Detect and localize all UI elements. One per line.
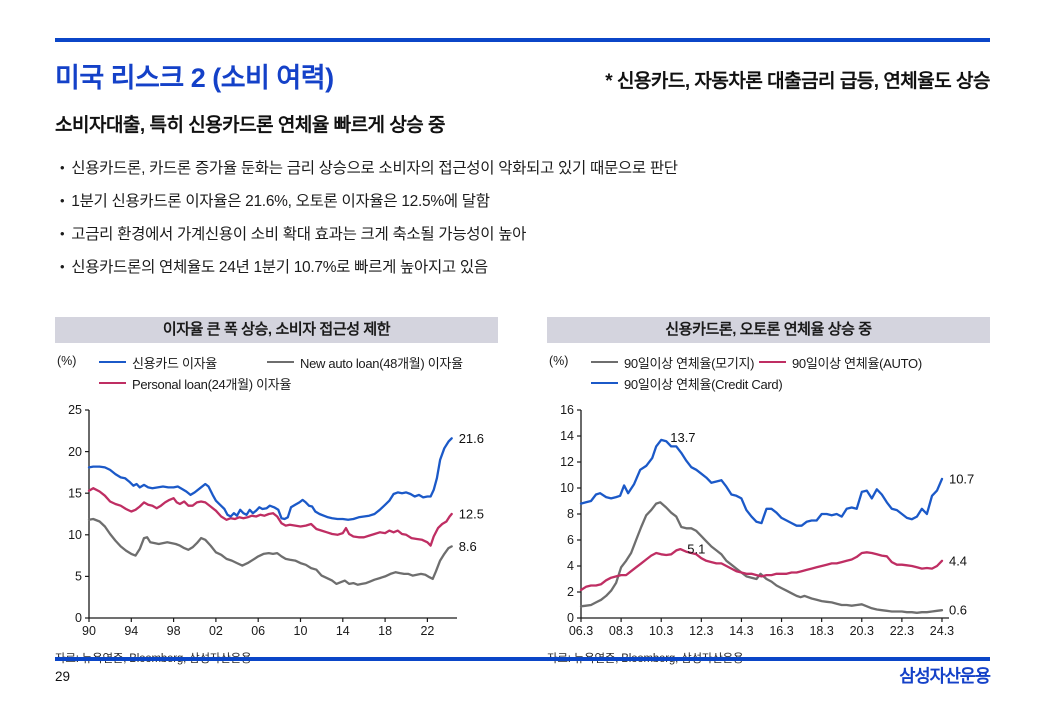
- bullet-item: 1분기 신용카드론 이자율은 21.6%, 오토론 이자율은 12.5%에 달함: [60, 185, 678, 218]
- chart-card-delinquency: 신용카드론, 오토론 연체율 상승 중 (%) 90일이상 연체율(모기지) 90…: [547, 317, 990, 666]
- legend-label: 90일이상 연체율(AUTO): [792, 355, 922, 371]
- legend-swatch: [591, 381, 618, 385]
- legend-item: 신용카드 이자율: [99, 352, 217, 372]
- bullet-list: 신용카드론, 카드론 증가율 둔화는 금리 상승으로 소비자의 접근성이 악화되…: [60, 152, 678, 284]
- svg-text:14: 14: [560, 429, 574, 443]
- svg-text:94: 94: [124, 624, 138, 638]
- page-subtitle: 소비자대출, 특히 신용카드론 연체율 빠르게 상승 중: [55, 115, 446, 136]
- legend-item: Personal loan(24개월) 이자율: [99, 373, 291, 393]
- svg-text:18: 18: [378, 624, 392, 638]
- svg-text:14.3: 14.3: [729, 624, 753, 638]
- svg-text:06: 06: [251, 624, 265, 638]
- svg-text:08.3: 08.3: [609, 624, 633, 638]
- svg-text:4: 4: [567, 559, 574, 573]
- svg-text:6: 6: [567, 533, 574, 547]
- bullet-item: 신용카드론, 카드론 증가율 둔화는 금리 상승으로 소비자의 접근성이 악화되…: [60, 152, 678, 185]
- legend-swatch: [759, 360, 786, 364]
- svg-text:15: 15: [68, 486, 82, 500]
- svg-text:5.1: 5.1: [687, 542, 705, 557]
- legend-item: New auto loan(48개월) 이자율: [267, 352, 463, 372]
- header-row: 미국 리스크 2 (소비 여력) * 신용카드, 자동차론 대출금리 급등, 연…: [55, 56, 990, 95]
- chart-legend: 90일이상 연체율(모기지) 90일이상 연체율(AUTO) 90일이상 연체율(C…: [547, 352, 990, 396]
- legend-label: New auto loan(48개월) 이자율: [300, 355, 463, 371]
- legend-item: 90일이상 연체율(모기지): [591, 352, 754, 372]
- page-note: * 신용카드, 자동차론 대출금리 급등, 연체율도 상승: [605, 71, 990, 92]
- y-axis-unit: (%): [549, 354, 569, 368]
- svg-text:20: 20: [68, 445, 82, 459]
- legend-label: 신용카드 이자율: [132, 355, 217, 371]
- svg-text:18.3: 18.3: [809, 624, 833, 638]
- svg-text:22: 22: [420, 624, 434, 638]
- svg-text:10: 10: [560, 481, 574, 495]
- chart-title-interest-rates: 이자율 큰 폭 상승, 소비자 접근성 제한: [55, 317, 498, 343]
- svg-text:25: 25: [68, 403, 82, 417]
- svg-text:0: 0: [567, 611, 574, 625]
- charts-row: 이자율 큰 폭 상승, 소비자 접근성 제한 (%) 신용카드 이자율 New a…: [55, 317, 990, 666]
- legend-swatch: [99, 381, 126, 385]
- page-title: 미국 리스크 2 (소비 여력): [55, 63, 334, 93]
- svg-text:24.3: 24.3: [930, 624, 954, 638]
- svg-text:06.3: 06.3: [569, 624, 593, 638]
- svg-text:8: 8: [567, 507, 574, 521]
- svg-text:12: 12: [560, 455, 574, 469]
- svg-text:14: 14: [336, 624, 350, 638]
- legend-wrap: (%) 신용카드 이자율 New auto loan(48개월) 이자율 Perso…: [55, 352, 498, 396]
- svg-text:5: 5: [75, 570, 82, 584]
- legend-label: Personal loan(24개월) 이자율: [132, 376, 292, 392]
- page-number: 29: [55, 669, 71, 684]
- legend-wrap: (%) 90일이상 연체율(모기지) 90일이상 연체율(AUTO) 90일이상 연…: [547, 352, 990, 396]
- svg-text:2: 2: [567, 585, 574, 599]
- chart-card-interest-rates: 이자율 큰 폭 상승, 소비자 접근성 제한 (%) 신용카드 이자율 New a…: [55, 317, 498, 666]
- legend-item: 90일이상 연체율(Credit Card): [591, 373, 783, 393]
- legend-item: 90일이상 연체율(AUTO): [759, 352, 922, 372]
- legend-swatch: [591, 360, 618, 364]
- svg-text:22.3: 22.3: [890, 624, 914, 638]
- legend-swatch: [267, 360, 294, 364]
- brand-logo: 삼성자산운용: [899, 666, 991, 686]
- legend-label: 90일이상 연체율(Credit Card): [624, 376, 783, 392]
- bullet-item: 고금리 환경에서 가계신용이 소비 확대 효과는 크게 축소될 가능성이 높아: [60, 218, 678, 251]
- svg-text:10.7: 10.7: [949, 471, 974, 486]
- svg-text:12.3: 12.3: [689, 624, 713, 638]
- svg-text:10: 10: [294, 624, 308, 638]
- legend-swatch: [99, 360, 126, 364]
- svg-text:16.3: 16.3: [769, 624, 793, 638]
- svg-text:4.4: 4.4: [949, 553, 967, 568]
- top-rule: [55, 38, 990, 42]
- svg-text:0: 0: [75, 611, 82, 625]
- legend-label: 90일이상 연체율(모기지): [624, 355, 755, 371]
- svg-text:0.6: 0.6: [949, 603, 967, 618]
- svg-text:10.3: 10.3: [649, 624, 673, 638]
- interest-rate-line-chart: 0 5 10 15 20 25 90 94 98 02 06 10 14 18 22 21.6 8.6 12.5: [68, 403, 484, 638]
- chart-title-delinquency: 신용카드론, 오토론 연체율 상승 중: [547, 317, 990, 343]
- svg-text:21.6: 21.6: [459, 431, 484, 446]
- svg-text:20.3: 20.3: [850, 624, 874, 638]
- bullet-item: 신용카드론의 연체율도 24년 1분기 10.7%로 빠르게 높아지고 있음: [60, 251, 678, 284]
- delinquency-line-chart: 0 2 4 6 8 10 12 14 16 06.3 08.3 10.3 12.3 14.3 16.3 18.…: [560, 403, 974, 638]
- svg-text:10: 10: [68, 528, 82, 542]
- svg-text:13.7: 13.7: [670, 430, 695, 445]
- svg-text:16: 16: [560, 403, 574, 417]
- chart-legend: 신용카드 이자율 New auto loan(48개월) 이자율 Personal …: [55, 352, 498, 396]
- svg-text:98: 98: [167, 624, 181, 638]
- y-axis-unit: (%): [57, 354, 77, 368]
- svg-text:12.5: 12.5: [459, 507, 484, 522]
- bottom-rule: [55, 657, 990, 661]
- svg-text:90: 90: [82, 624, 96, 638]
- svg-text:02: 02: [209, 624, 223, 638]
- svg-text:8.6: 8.6: [459, 539, 477, 554]
